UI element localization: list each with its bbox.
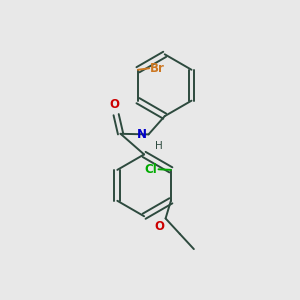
Text: N: N [137,128,147,141]
Text: O: O [110,98,120,111]
Text: O: O [154,220,164,232]
Text: Br: Br [150,62,165,75]
Text: H: H [155,141,163,151]
Text: Cl: Cl [144,163,157,176]
